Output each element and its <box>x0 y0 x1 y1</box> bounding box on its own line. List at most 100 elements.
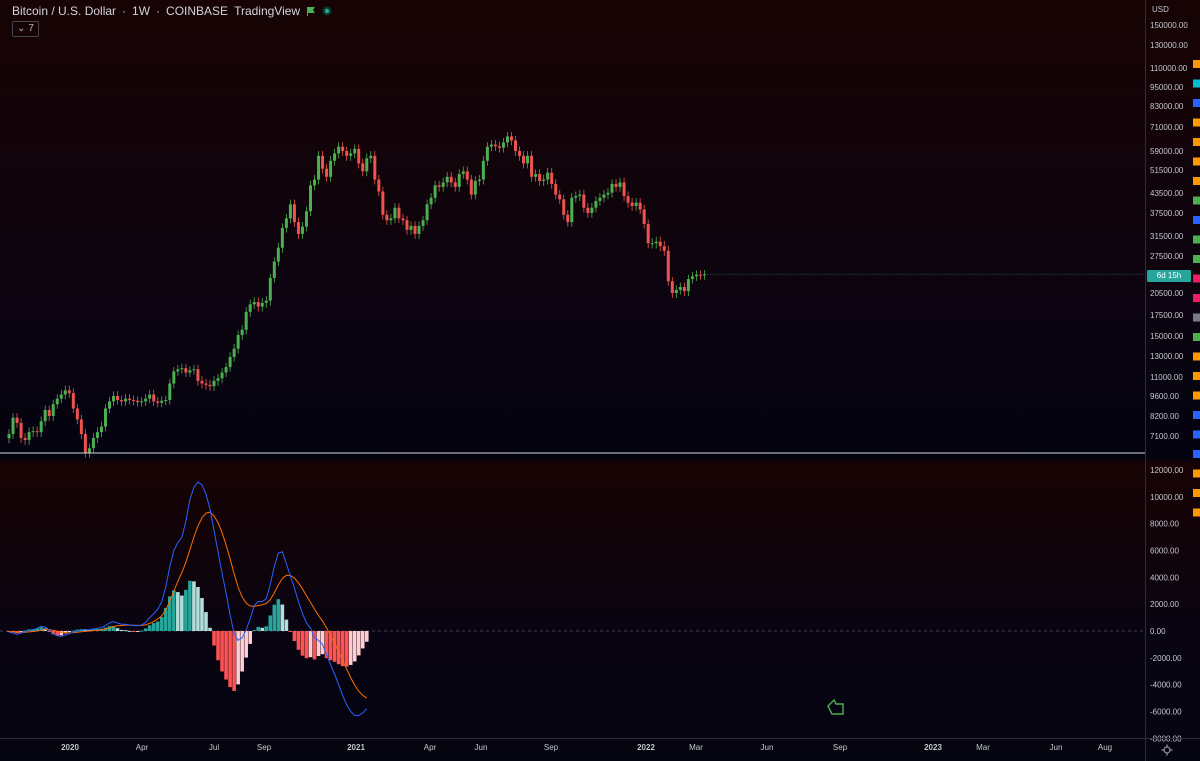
toolbar-marker <box>1193 60 1200 68</box>
candle-body <box>19 422 23 438</box>
candle-body <box>333 153 337 161</box>
time-tick-label: Mar <box>976 743 990 752</box>
histogram-bar <box>276 599 281 631</box>
price-tick-label: 7100.00 <box>1150 432 1179 441</box>
candle-body <box>329 160 333 177</box>
toolbar-marker <box>1193 469 1200 478</box>
price-tick-label: 150000.00 <box>1150 21 1188 30</box>
candle-body <box>63 390 67 395</box>
histogram-bar <box>51 631 56 635</box>
candle-body <box>646 223 650 244</box>
candle-body <box>610 183 614 193</box>
histogram-bar <box>304 631 309 659</box>
candle-body <box>505 136 509 143</box>
candle-body <box>542 179 546 182</box>
candle-body <box>55 398 59 405</box>
source-label: TradingView <box>234 4 301 18</box>
time-tick-label: 2020 <box>61 743 79 752</box>
toolbar-marker <box>1193 489 1200 497</box>
candle-body <box>300 226 304 234</box>
histogram-bar <box>308 631 313 658</box>
price-tick-label: 95000.00 <box>1150 83 1184 92</box>
indicators-toggle[interactable]: ⌄ 7 <box>12 21 39 37</box>
candle-body <box>514 140 518 151</box>
candle-body <box>349 153 353 156</box>
histogram-bar <box>111 626 116 631</box>
candle-body <box>337 146 341 154</box>
histogram-bar <box>284 619 289 631</box>
time-tick-label: Jun <box>761 743 774 752</box>
toolbar-marker <box>1193 430 1200 439</box>
candle-body <box>168 383 172 401</box>
histogram-bar <box>328 631 333 661</box>
histogram-bar <box>324 631 329 659</box>
candle-body <box>325 168 329 177</box>
price-tick-label: 17500.00 <box>1150 311 1184 320</box>
candle-body <box>538 174 542 182</box>
candle-body <box>578 194 582 197</box>
histogram-bar <box>240 631 244 672</box>
right-toolbar-strip <box>1193 60 1200 517</box>
macd-tick-label: 12000.00 <box>1150 466 1184 475</box>
candle-body <box>228 356 232 368</box>
price-tick-label: 37500.00 <box>1150 209 1184 218</box>
candle-body <box>510 136 513 141</box>
candle-body <box>124 398 128 402</box>
candle-body <box>208 384 212 387</box>
candle-body <box>582 194 586 208</box>
candle-body <box>485 146 489 161</box>
candle-body <box>698 274 702 276</box>
candle-body <box>83 434 87 453</box>
toolbar-marker <box>1193 372 1200 380</box>
time-tick-label: Sep <box>833 743 848 752</box>
indicator-count: 7 <box>28 23 34 34</box>
candle-body <box>373 155 377 180</box>
histogram-bar <box>296 631 301 650</box>
symbol-name[interactable]: Bitcoin / U.S. Dollar <box>12 4 117 18</box>
candle-body <box>232 348 236 357</box>
histogram-bar <box>55 631 60 636</box>
histogram-bar <box>264 626 269 631</box>
flag-icon[interactable] <box>306 6 316 16</box>
candle-body <box>144 398 148 402</box>
toolbar-marker <box>1193 508 1200 517</box>
candle-body <box>638 202 642 210</box>
interval-label[interactable]: 1W <box>132 4 151 18</box>
candle-body <box>184 368 188 373</box>
candle-body <box>530 155 534 177</box>
time-tick-label: Sep <box>544 743 559 752</box>
candle-body <box>309 185 312 212</box>
macd-histogram <box>7 580 369 691</box>
candle-body <box>280 227 284 248</box>
histogram-bar <box>220 631 224 672</box>
candle-body <box>196 369 200 381</box>
candle-body <box>518 151 522 156</box>
histogram-bar <box>135 631 140 632</box>
candle-body <box>11 417 15 435</box>
candle-body <box>75 408 79 420</box>
histogram-bar <box>139 630 144 632</box>
histogram-bar <box>256 626 261 631</box>
candle-body <box>188 370 192 373</box>
candle-body <box>534 174 538 177</box>
candle-body <box>650 243 654 245</box>
settings-gear-icon[interactable] <box>1161 744 1173 756</box>
histogram-bar <box>340 631 345 667</box>
candle-body <box>341 146 345 151</box>
candle-body <box>361 163 365 172</box>
macd-line <box>8 481 368 716</box>
candle-body <box>120 400 124 402</box>
candle-body <box>47 409 51 416</box>
candle-body <box>622 182 626 197</box>
histogram-bar <box>232 631 236 691</box>
candle-body <box>240 329 244 336</box>
candle-body <box>164 400 168 402</box>
candle-body <box>313 179 317 186</box>
signal-line <box>8 511 368 699</box>
histogram-bar <box>344 631 349 667</box>
candle-body <box>405 220 409 230</box>
candle-body <box>642 209 646 224</box>
candle-body <box>236 335 240 349</box>
